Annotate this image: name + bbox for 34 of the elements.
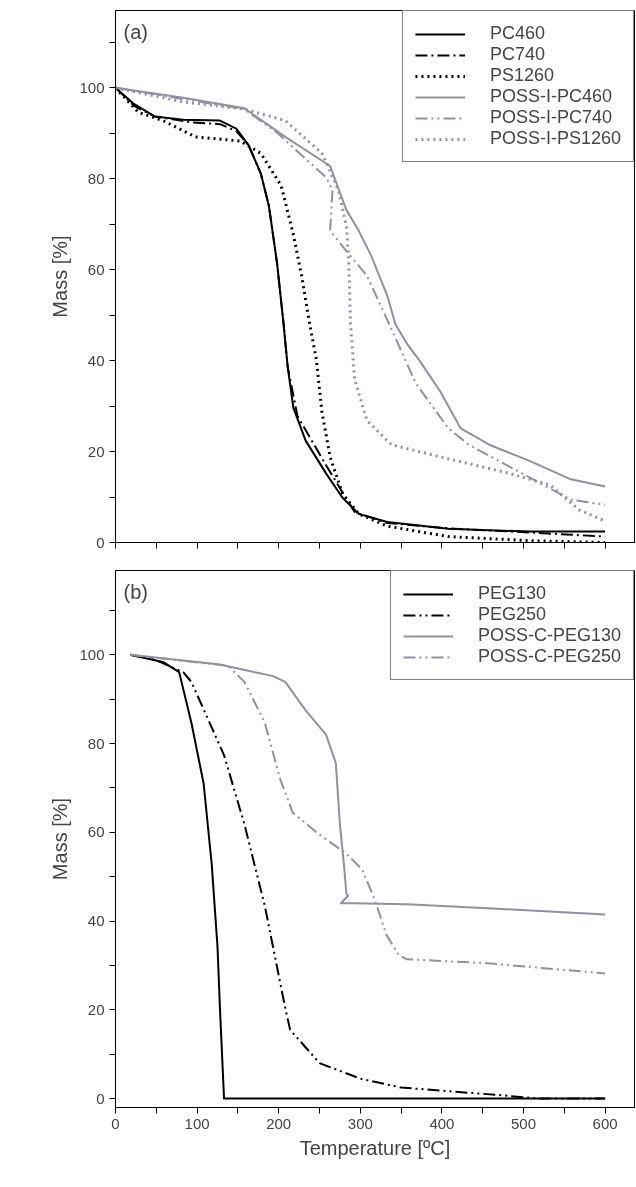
annotation: (a) [123,20,148,43]
legend-label: POSS-C-PEG130 [477,625,621,646]
x-tick-label: 500 [511,1114,537,1132]
y-axis-title: Mass [%] [49,797,72,881]
y-tick-label: 80 [87,734,105,752]
annotation: (b) [123,580,148,603]
legend-label: POSS-I-PS1260 [489,128,621,149]
legend-label: PC460 [489,23,545,44]
legend-label: PS1260 [489,65,554,86]
x-axis-title: Temperature [ºC] [299,1136,451,1159]
x-tick-label: 0 [111,1114,120,1132]
legend-label: POSS-I-PC740 [489,107,612,128]
legend-label: PEG130 [477,583,546,604]
x-tick-label: 600 [592,1114,618,1132]
y-axis-title: Mass [%] [49,235,72,318]
legend-label: PC740 [489,44,545,65]
x-tick-label: 400 [429,1114,455,1132]
legend-label: POSS-C-PEG250 [477,646,621,667]
x-tick-label: 300 [347,1114,373,1132]
y-tick-label: 0 [96,533,105,551]
legend-label: POSS-I-PC460 [489,86,612,107]
x-tick-label: 100 [184,1114,210,1132]
y-tick-label: 40 [87,912,105,930]
y-tick-label: 100 [79,645,105,663]
y-tick-label: 0 [96,1089,105,1107]
y-tick-label: 40 [87,351,105,369]
x-tick-label: 200 [266,1114,292,1132]
legend-label: PEG250 [477,604,546,625]
y-tick-label: 20 [87,1000,105,1018]
y-tick-label: 60 [87,823,105,841]
y-tick-label: 80 [87,169,105,187]
y-tick-label: 100 [79,78,105,96]
y-tick-label: 60 [87,260,105,278]
y-tick-label: 20 [87,442,105,460]
